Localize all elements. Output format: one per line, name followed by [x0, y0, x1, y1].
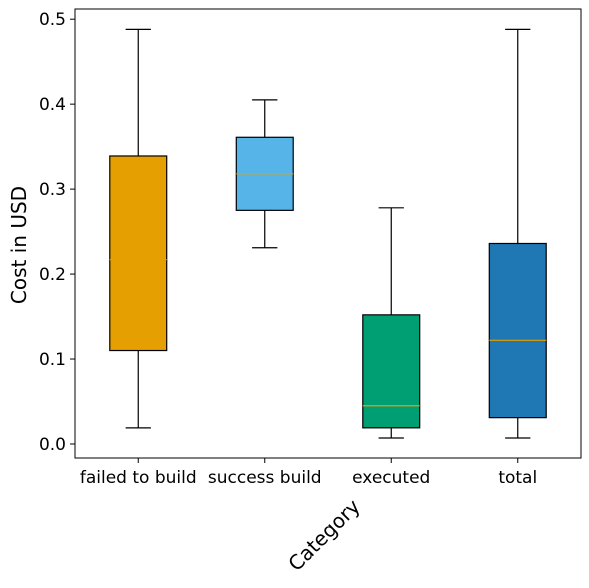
- x-tick-label: executed: [352, 468, 430, 488]
- y-tick-label: 0.1: [39, 350, 66, 370]
- box-2: [362, 207, 421, 439]
- iqr-box: [362, 314, 421, 429]
- iqr-box: [109, 155, 168, 352]
- iqr-box: [488, 242, 547, 419]
- y-tick-label: 0.4: [39, 95, 66, 115]
- y-tick-label: 0.5: [39, 10, 66, 30]
- box-1: [235, 99, 294, 249]
- y-tick-label: 0.0: [39, 435, 66, 455]
- y-axis-label: Cost in USD: [7, 186, 31, 304]
- box-3: [488, 28, 547, 439]
- plot-area: [109, 28, 547, 439]
- x-axis-label: Category: [283, 494, 365, 576]
- axes: 0.0 0.1 0.2 0.3 0.4 0.5 failed to build success…: [39, 8, 582, 488]
- x-tick-label: total: [498, 468, 537, 488]
- x-tick-label: failed to build: [80, 468, 197, 488]
- box-0: [109, 28, 168, 429]
- y-tick-label: 0.2: [39, 265, 66, 285]
- y-tick-label: 0.3: [39, 180, 66, 200]
- x-tick-label: success build: [208, 468, 322, 488]
- plot-frame: [74, 8, 582, 459]
